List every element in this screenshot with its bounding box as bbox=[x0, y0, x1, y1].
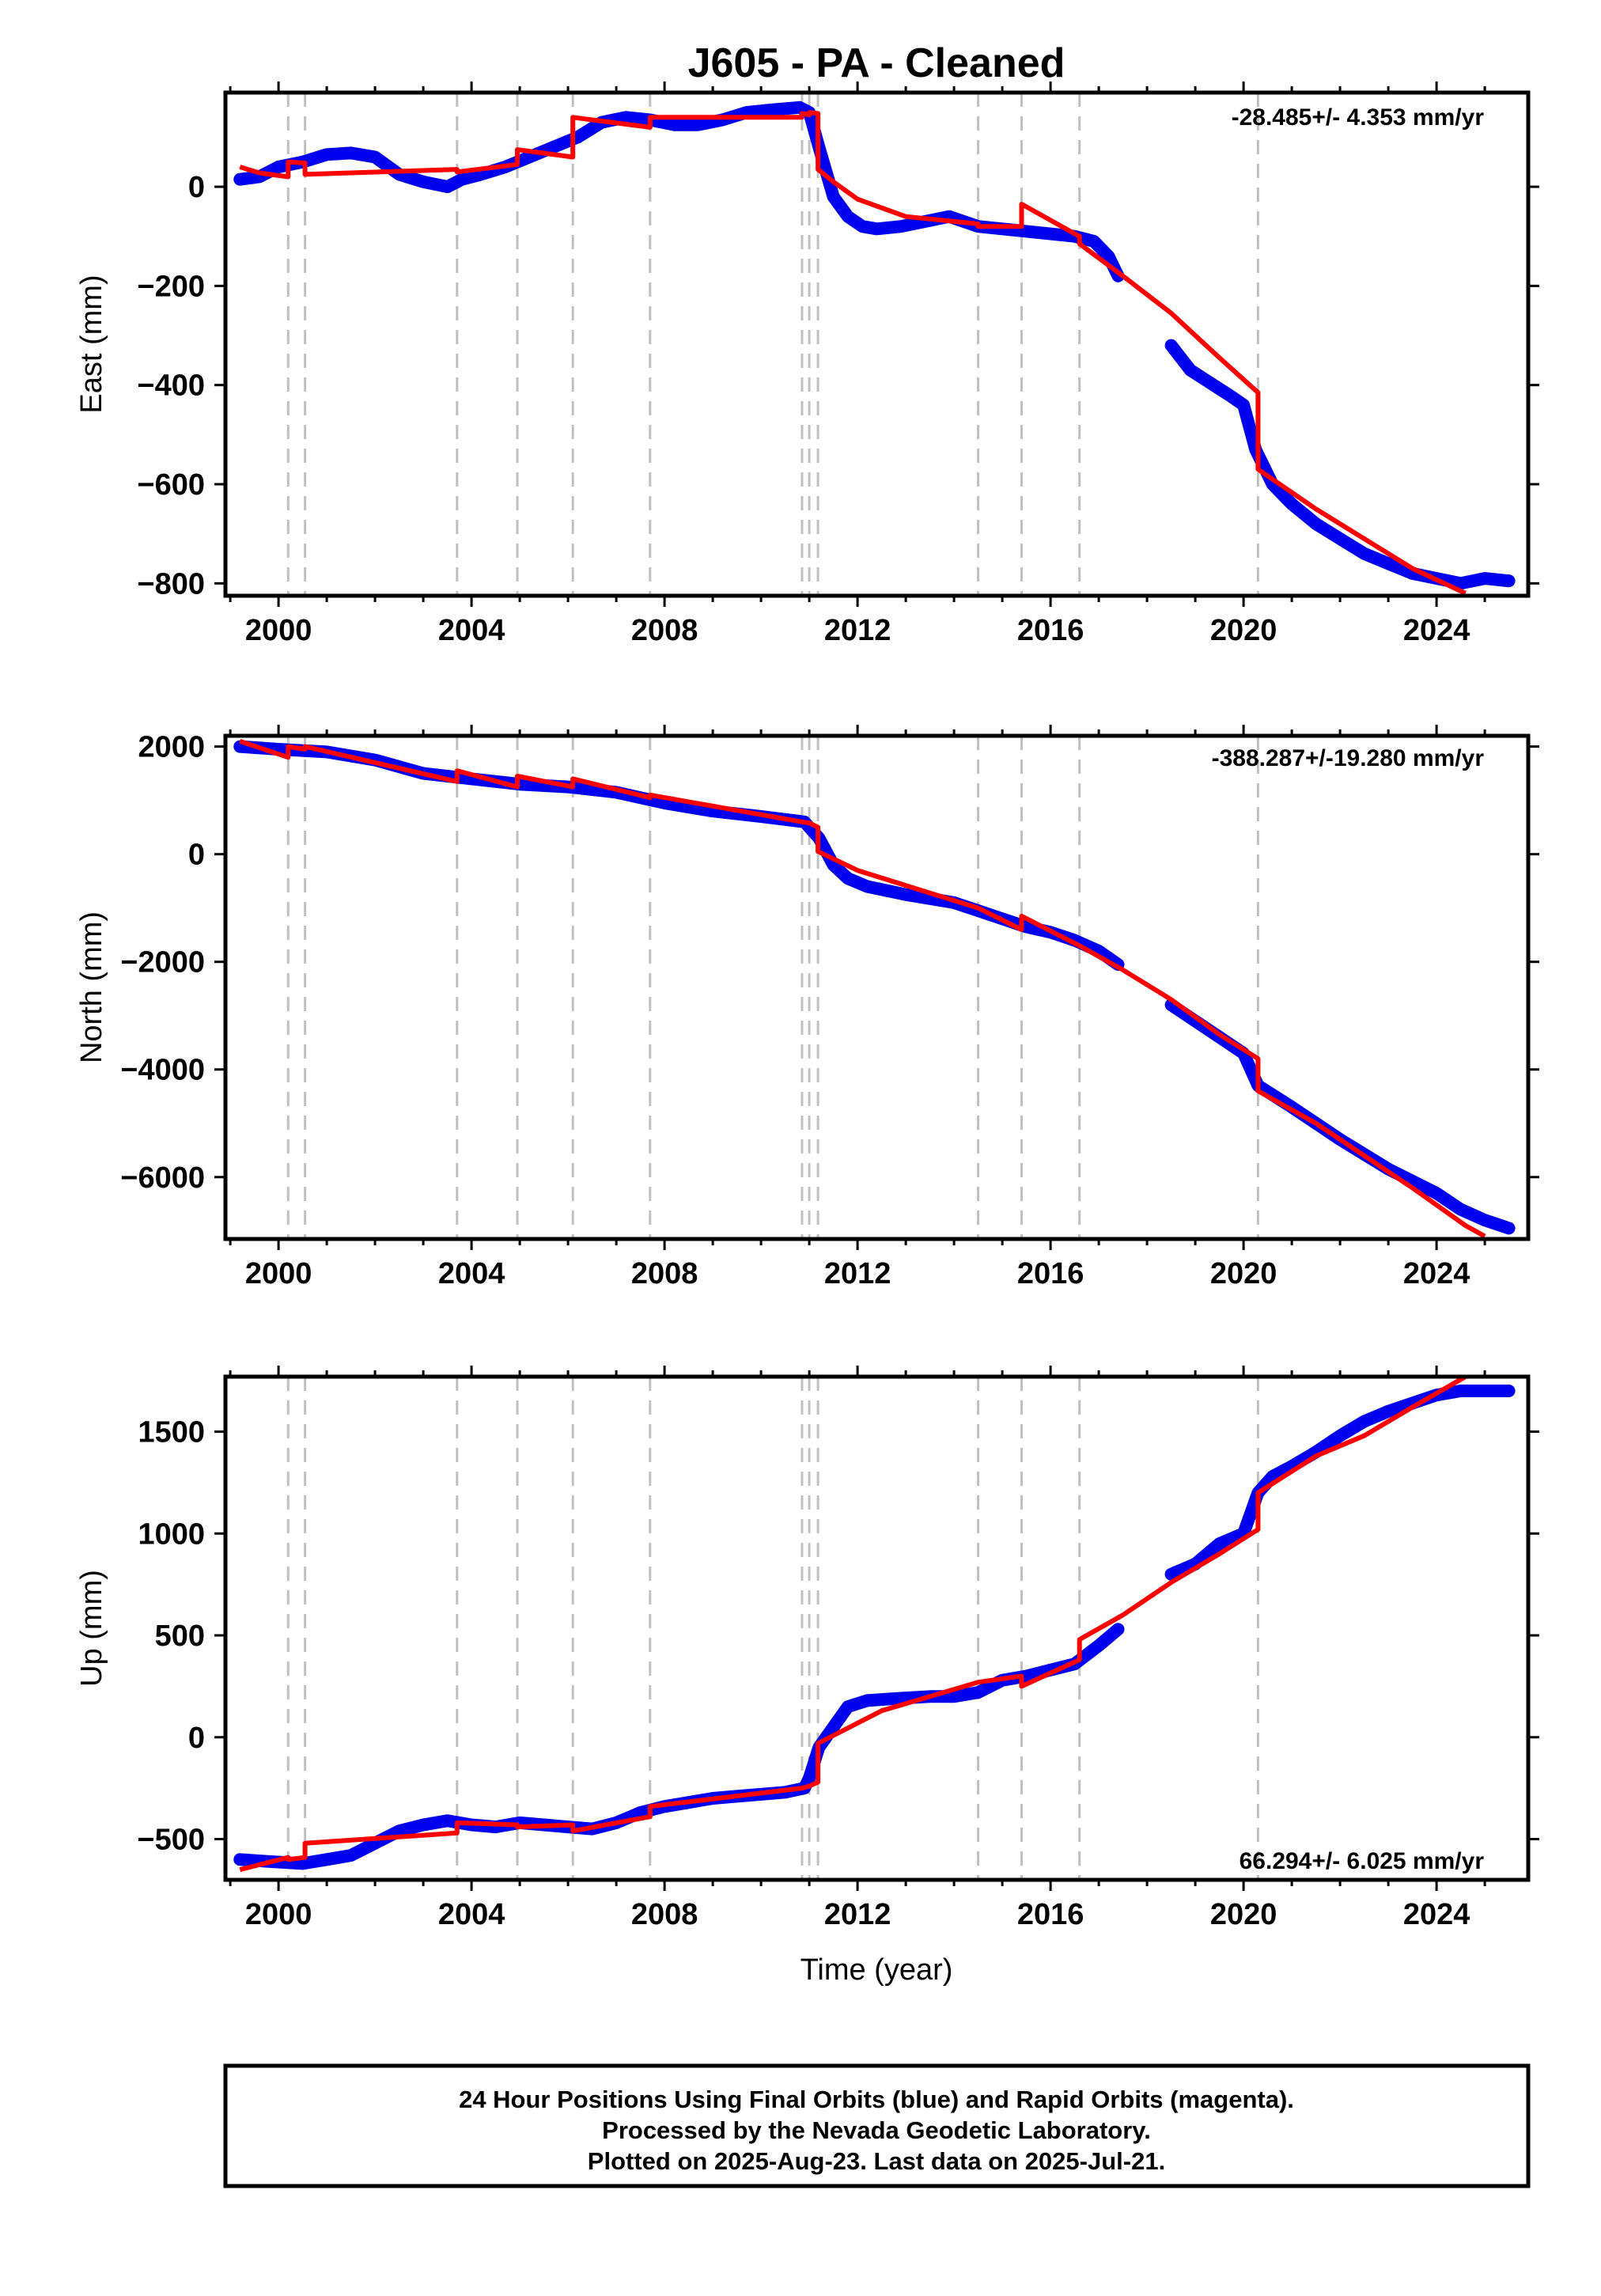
x-axis-label: Time (year) bbox=[800, 1953, 953, 1987]
up-model-line bbox=[239, 1377, 1467, 1873]
east-y-tick-label: −200 bbox=[137, 270, 205, 303]
up-rate-label: 66.294+/- 6.025 mm/yr bbox=[1240, 1848, 1485, 1874]
north-x-tick-label: 2020 bbox=[1210, 1257, 1277, 1290]
north-x-tick-label: 2024 bbox=[1403, 1257, 1470, 1290]
up-y-tick-label: 1500 bbox=[138, 1416, 205, 1449]
east-y-tick-label: −600 bbox=[137, 468, 205, 502]
north-frame bbox=[223, 733, 1531, 1241]
north-final-orbit-series bbox=[233, 740, 1125, 972]
north-y-tick-label: −6000 bbox=[120, 1161, 205, 1195]
up-plot-area bbox=[233, 1377, 1516, 1873]
up-x-tick-label: 2012 bbox=[824, 1898, 891, 1931]
up-y-tick-label: −500 bbox=[137, 1824, 205, 1857]
east-y-tick-label: −400 bbox=[137, 369, 205, 403]
east-y-tick-label: 0 bbox=[188, 171, 205, 204]
east-x-tick-label: 2000 bbox=[245, 614, 312, 647]
footer-line-1: 24 Hour Positions Using Final Orbits (bl… bbox=[459, 2086, 1294, 2113]
east-x-tick-label: 2024 bbox=[1403, 614, 1470, 647]
north-x-tick-label: 2004 bbox=[438, 1257, 505, 1290]
east-x-tick-label: 2016 bbox=[1017, 614, 1084, 647]
north-x-tick-label: 2000 bbox=[245, 1257, 312, 1290]
east-frame bbox=[223, 90, 1531, 598]
east-final-orbit-series bbox=[233, 100, 1125, 282]
north-y-tick-label: 2000 bbox=[138, 731, 205, 764]
footer-line-2: Processed by the Nevada Geodetic Laborat… bbox=[602, 2116, 1151, 2144]
east-plot-area bbox=[233, 100, 1516, 596]
east-final-orbit-series bbox=[1164, 339, 1516, 590]
east-x-tick-label: 2004 bbox=[438, 614, 505, 647]
up-y-axis-label: Up (mm) bbox=[75, 1570, 108, 1687]
north-y-tick-label: 0 bbox=[188, 839, 205, 872]
north-x-tick-label: 2012 bbox=[824, 1257, 891, 1290]
footer-box: 24 Hour Positions Using Final Orbits (bl… bbox=[223, 2063, 1531, 2188]
up-y-tick-label: 1000 bbox=[138, 1517, 205, 1551]
up-final-orbit-series bbox=[1164, 1385, 1516, 1581]
up-x-tick-label: 2004 bbox=[438, 1898, 505, 1931]
up-x-tick-label: 2020 bbox=[1210, 1898, 1277, 1931]
north-panel: 2000 2004 2008 2012 2016 2020 2024 2000 0 −2000 −4… bbox=[75, 725, 1539, 1290]
north-x-tick-label: 2008 bbox=[631, 1257, 698, 1290]
east-x-tick-label: 2008 bbox=[631, 614, 698, 647]
north-x-tick-label: 2016 bbox=[1017, 1257, 1084, 1290]
east-x-tick-label: 2012 bbox=[824, 614, 891, 647]
east-y-axis-label: East (mm) bbox=[75, 275, 108, 413]
up-y-tick-label: 500 bbox=[155, 1620, 205, 1653]
north-y-tick-label: −4000 bbox=[120, 1054, 205, 1087]
up-x-tick-label: 2000 bbox=[245, 1898, 312, 1931]
north-model-line bbox=[239, 738, 1486, 1239]
north-rate-label: -388.287+/-19.280 mm/yr bbox=[1212, 745, 1485, 771]
up-x-tick-label: 2016 bbox=[1017, 1898, 1084, 1931]
north-y-tick-label: −2000 bbox=[120, 946, 205, 979]
up-panel: 2000 2004 2008 2012 2016 2020 2024 1500 1000 500 0… bbox=[75, 1366, 1539, 1931]
east-y-tick-label: −800 bbox=[137, 567, 205, 601]
east-x-tick-label: 2020 bbox=[1210, 614, 1277, 647]
east-rate-label: -28.485+/- 4.353 mm/yr bbox=[1232, 104, 1485, 131]
footer-line-3: Plotted on 2025-Aug-23. Last data on 202… bbox=[588, 2147, 1165, 2175]
up-x-tick-label: 2008 bbox=[631, 1898, 698, 1931]
up-frame bbox=[223, 1374, 1531, 1882]
east-panel: 2000 2004 2008 2012 2016 2020 2024 0 −200 −400 −60… bbox=[75, 81, 1539, 647]
north-plot-area bbox=[233, 738, 1516, 1239]
up-y-tick-label: 0 bbox=[188, 1722, 205, 1755]
east-model-line bbox=[239, 110, 1467, 596]
north-y-axis-label: North (mm) bbox=[75, 911, 108, 1063]
up-x-tick-label: 2024 bbox=[1403, 1898, 1470, 1931]
figure-title: J605 - PA - Cleaned bbox=[688, 40, 1065, 86]
up-final-orbit-series bbox=[233, 1623, 1125, 1870]
